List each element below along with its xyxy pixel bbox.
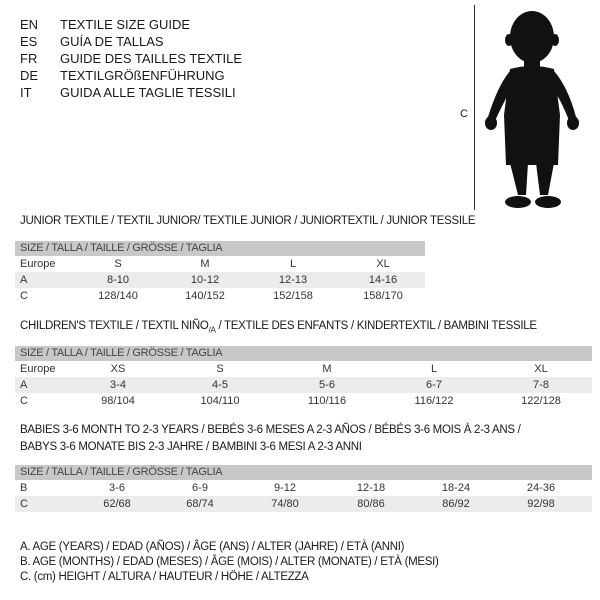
table-row: C 128/140 140/152 152/158 158/170 [20,290,403,302]
table-row: A 3-4 4-5 5-6 6-7 7-8 [15,377,592,393]
babies-table: SIZE / TALLA / TAILLE / GRÖSSE / TAGLIA … [15,465,592,512]
height-line [474,5,475,210]
children-header: SIZE / TALLA / TAILLE / GRÖSSE / TAGLIA [15,346,592,361]
legend-c: C. (cm) HEIGHT / ALTURA / HAUTEUR / HÖHE… [20,571,309,583]
legend-b: B. AGE (MONTHS) / EDAD (MESES) / ÂGE (MO… [20,556,439,568]
babies-title-line1: BABIES 3-6 MONTH TO 2-3 YEARS / BEBÉS 3-… [20,424,521,436]
table-row: Europe XS S M L XL [20,363,548,375]
table-row: A 8-10 10-12 12-13 14-16 [15,272,425,288]
language-list: EN TEXTILE SIZE GUIDE ES GUÍA DE TALLAS FR… [20,16,242,101]
lang-es: ES GUÍA DE TALLAS [20,34,164,49]
lang-fr: FR GUIDE DES TAILLES TEXTILE [20,51,243,66]
babies-header: SIZE / TALLA / TAILLE / GRÖSSE / TAGLIA [15,465,592,480]
junior-header: SIZE / TALLA / TAILLE / GRÖSSE / TAGLIA [15,241,425,256]
lang-de: DE TEXTILGRÖßENFÜHRUNG [20,68,225,83]
height-label: C [460,108,468,120]
table-row: C 62/68 68/74 74/80 80/86 86/92 92/98 [15,496,592,512]
lang-en: EN TEXTILE SIZE GUIDE [20,17,191,32]
babies-title-line2: BABYS 3-6 MONATE BIS 2-3 JAHRE / BAMBINI… [20,441,362,453]
lang-it: IT GUIDA ALLE TAGLIE TESSILI [20,85,236,100]
children-table: SIZE / TALLA / TAILLE / GRÖSSE / TAGLIA … [15,346,592,409]
table-row: B 3-6 6-9 9-12 12-18 18-24 24-36 [20,482,556,494]
child-silhouette-icon [485,11,579,208]
children-title: CHILDREN'S TEXTILE / TEXTIL NIÑO/A / TEX… [20,320,537,335]
table-row: Europe S M L XL [20,258,390,270]
legend-a: A. AGE (YEARS) / EDAD (AÑOS) / ÂGE (ANS)… [20,541,405,553]
table-row: C 98/104 104/110 110/116 116/122 122/128 [20,395,561,407]
junior-title: JUNIOR TEXTILE / TEXTIL JUNIOR/ TEXTILE … [20,215,476,227]
junior-table: SIZE / TALLA / TAILLE / GRÖSSE / TAGLIA … [15,241,425,304]
